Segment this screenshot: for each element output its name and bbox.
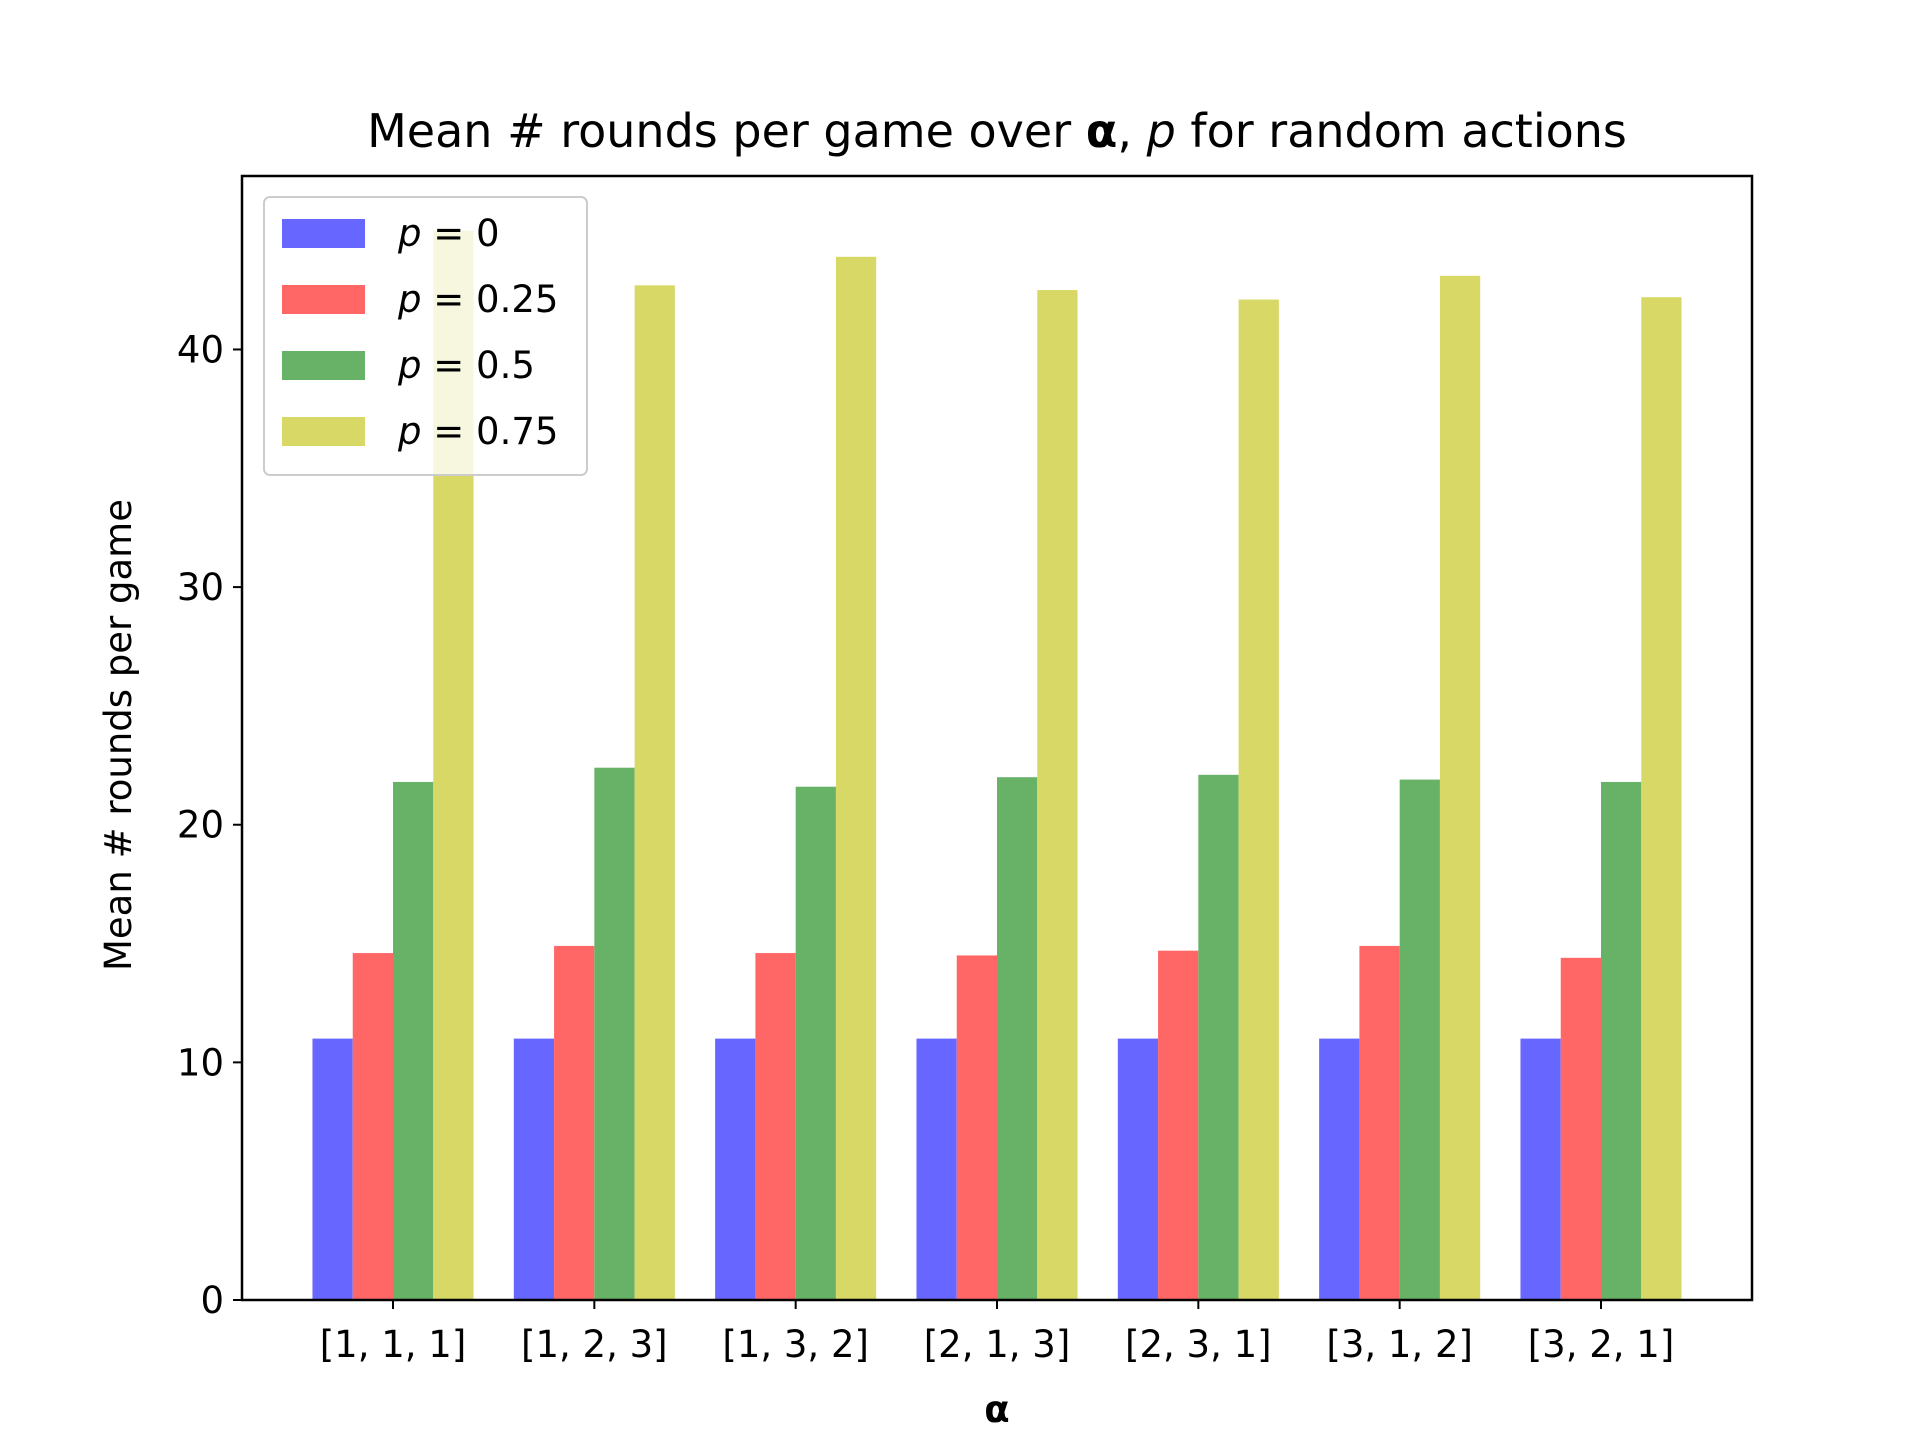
y-tick-label: 30 bbox=[177, 566, 224, 609]
axes: 0 10 20 30 40 [1, 1, 1] [1, 2, 3] [1, 3, 2] [2, … bbox=[177, 174, 1754, 1366]
bar bbox=[835, 256, 877, 1300]
chart-title: Mean # rounds per game over α, p for ran… bbox=[367, 104, 1627, 158]
bar bbox=[352, 953, 393, 1300]
bar bbox=[1198, 774, 1239, 1300]
bar bbox=[956, 955, 997, 1300]
bar bbox=[1520, 1038, 1561, 1300]
legend-p-symbol: p bbox=[397, 278, 422, 321]
legend-equals: = bbox=[422, 410, 477, 453]
legend-label: p = 0.5 bbox=[397, 344, 535, 387]
legend: p = 0p = 0.25p = 0.5p = 0.75 bbox=[263, 196, 588, 476]
legend-equals: = bbox=[422, 212, 477, 255]
legend-label: p = 0 bbox=[397, 212, 500, 255]
x-tick-label: [1, 1, 1] bbox=[320, 1323, 467, 1366]
legend-p-symbol: p bbox=[397, 344, 422, 387]
y-tick-label: 10 bbox=[177, 1041, 224, 1084]
plot-area bbox=[312, 230, 1682, 1300]
bar bbox=[513, 1038, 555, 1300]
bar bbox=[1117, 1038, 1159, 1300]
bar bbox=[997, 777, 1038, 1300]
bar bbox=[594, 767, 635, 1300]
legend-swatch bbox=[282, 219, 365, 248]
x-tick-label: [1, 2, 3] bbox=[521, 1323, 668, 1366]
bar bbox=[1601, 781, 1642, 1300]
bar bbox=[795, 786, 836, 1300]
x-tick-label: [2, 1, 3] bbox=[924, 1323, 1071, 1366]
bar bbox=[715, 1038, 756, 1300]
bar bbox=[1641, 297, 1682, 1300]
bar bbox=[1238, 299, 1279, 1300]
bar bbox=[1560, 957, 1601, 1300]
legend-swatch bbox=[282, 351, 365, 380]
legend-value: 0 bbox=[476, 212, 500, 255]
legend-swatch bbox=[282, 285, 365, 314]
bar bbox=[1037, 290, 1078, 1300]
x-tick-label: [2, 3, 1] bbox=[1125, 1323, 1272, 1366]
x-tick-label: [3, 1, 2] bbox=[1326, 1323, 1473, 1366]
legend-swatch bbox=[282, 417, 365, 446]
bar bbox=[916, 1038, 957, 1300]
bar bbox=[312, 1038, 353, 1300]
title-alpha-symbol: α bbox=[1086, 104, 1118, 158]
bar bbox=[1439, 275, 1481, 1300]
legend-label: p = 0.75 bbox=[397, 410, 558, 453]
legend-equals: = bbox=[422, 344, 477, 387]
legend-value: 0.5 bbox=[476, 344, 535, 387]
x-axis-label: α bbox=[984, 1388, 1009, 1431]
bar bbox=[634, 285, 675, 1300]
legend-label: p = 0.25 bbox=[397, 278, 558, 321]
legend-p-symbol: p bbox=[397, 212, 422, 255]
legend-value: 0.25 bbox=[476, 278, 558, 321]
legend-p-symbol: p bbox=[397, 410, 422, 453]
title-separator: , bbox=[1117, 104, 1146, 158]
y-tick-label: 0 bbox=[200, 1279, 224, 1322]
title-prefix: Mean # rounds per game over bbox=[367, 104, 1086, 158]
y-tick-label: 40 bbox=[177, 328, 224, 371]
y-axis-label: Mean # rounds per game bbox=[97, 499, 140, 971]
x-tick-label: [1, 3, 2] bbox=[722, 1323, 869, 1366]
bar bbox=[1359, 945, 1400, 1300]
bar bbox=[1399, 779, 1440, 1300]
y-tick-label: 20 bbox=[177, 804, 224, 847]
legend-value: 0.75 bbox=[476, 410, 558, 453]
bar bbox=[755, 953, 796, 1300]
legend-equals: = bbox=[422, 278, 477, 321]
bar bbox=[554, 945, 595, 1300]
title-p-symbol: p bbox=[1146, 104, 1176, 158]
bar bbox=[393, 781, 434, 1300]
legend-box bbox=[263, 196, 588, 476]
title-suffix: for random actions bbox=[1176, 104, 1627, 158]
x-tick-label: [3, 2, 1] bbox=[1528, 1323, 1675, 1366]
bar bbox=[1319, 1038, 1360, 1300]
bar bbox=[1158, 950, 1199, 1300]
